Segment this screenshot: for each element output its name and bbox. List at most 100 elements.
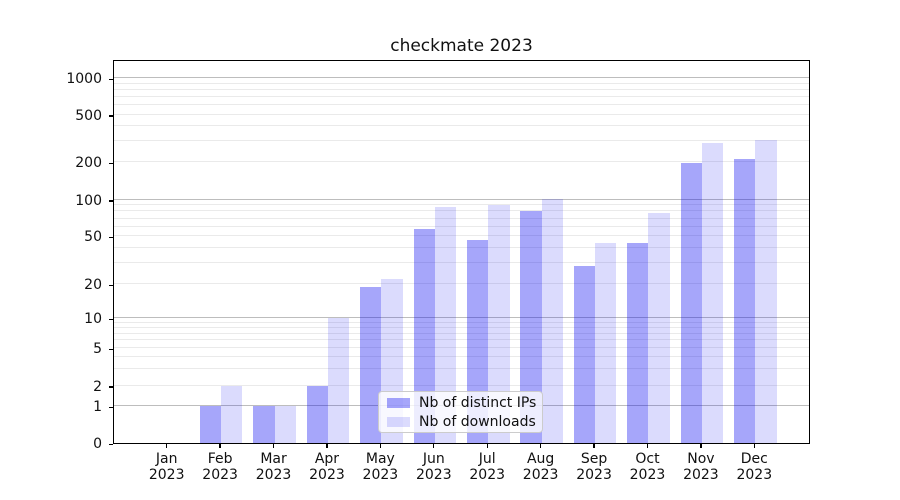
gridline-minor — [114, 125, 809, 127]
bar-downloads-aug — [541, 199, 563, 443]
gridline-minor — [114, 326, 809, 328]
gridline-major — [114, 77, 809, 79]
y-tick-label: 10 — [84, 311, 102, 327]
bar-downloads-nov — [701, 142, 724, 443]
y-tick-label: 1000 — [66, 71, 102, 88]
gridline-minor — [114, 82, 809, 84]
gridline-major — [114, 198, 809, 200]
y-tick-label: 100 — [75, 192, 102, 209]
y-tick-mark — [109, 162, 113, 165]
y-tick-label: 1 — [93, 399, 102, 416]
x-tick-label: Feb 2023 — [202, 451, 238, 483]
legend-row: Nb of distinct IPs — [387, 394, 537, 411]
gridline-minor — [114, 96, 809, 98]
x-tick-label: Mar 2023 — [255, 451, 292, 483]
y-tick-label: 5 — [93, 341, 102, 358]
gridline-minor — [114, 225, 809, 227]
gridline-minor — [114, 210, 809, 212]
x-tick-mark — [326, 444, 328, 448]
gridline-minor — [114, 356, 809, 358]
gridline-minor — [114, 246, 809, 248]
y-tick-mark — [109, 386, 113, 388]
gridline-minor — [114, 161, 809, 163]
bar-downloads-jun — [434, 207, 457, 443]
y-tick-mark — [109, 236, 113, 239]
plot-area — [113, 60, 810, 444]
y-tick-label: 200 — [75, 155, 102, 172]
bar-downloads-sep — [595, 242, 617, 443]
y-tick-mark — [109, 200, 113, 202]
y-tick-mark — [109, 115, 113, 117]
gridline-minor — [114, 368, 809, 370]
gridline-minor — [114, 140, 809, 142]
y-tick-label: 20 — [84, 277, 102, 293]
x-tick-label: Jan 2023 — [148, 451, 185, 483]
x-tick-label: Sep 2023 — [576, 451, 612, 483]
legend-label: Nb of downloads — [419, 413, 536, 430]
y-tick-label: 500 — [75, 107, 102, 124]
bar-distinct-ips-may — [360, 286, 382, 443]
gridline-minor — [114, 204, 809, 206]
bar-distinct-ips-mar — [253, 406, 275, 443]
x-tick-mark — [219, 444, 221, 448]
bar-downloads-apr — [327, 318, 350, 443]
x-tick-label: Apr 2023 — [309, 451, 345, 483]
x-tick-mark — [646, 444, 649, 448]
bar-downloads-dec — [755, 139, 777, 443]
legend-swatch-downloads — [387, 416, 410, 427]
y-tick-mark — [109, 318, 113, 320]
y-tick-label: 2 — [93, 378, 102, 395]
bar-distinct-ips-feb — [199, 406, 222, 443]
bar-distinct-ips-aug — [520, 211, 542, 443]
bar-distinct-ips-apr — [306, 385, 328, 443]
x-tick-label: Jul 2023 — [469, 451, 506, 483]
gridline-minor — [114, 339, 809, 341]
bar-distinct-ips-dec — [734, 158, 756, 443]
bar-downloads-oct — [648, 212, 670, 443]
bar-distinct-ips-sep — [573, 266, 596, 443]
y-tick-mark — [109, 284, 113, 286]
x-tick-label: Oct 2023 — [629, 451, 666, 483]
legend-label: Nb of distinct IPs — [419, 394, 537, 411]
gridline-minor — [114, 347, 809, 349]
legend: Nb of distinct IPs Nb of downloads — [378, 391, 543, 433]
gridline-minor — [114, 104, 809, 106]
legend-swatch-distinct-ips — [387, 397, 410, 408]
gridline-minor — [114, 235, 809, 237]
x-tick-label: Aug 2023 — [522, 451, 559, 483]
x-tick-mark — [753, 444, 755, 448]
x-tick-mark — [593, 444, 595, 448]
chart-title: checkmate 2023 — [390, 36, 533, 56]
x-tick-mark — [272, 444, 275, 448]
bar-downloads-mar — [274, 406, 296, 443]
gridline-minor — [114, 261, 809, 263]
y-tick-label: 50 — [84, 229, 102, 246]
y-tick-label: 0 — [93, 436, 102, 452]
bar-distinct-ips-jun — [413, 229, 435, 443]
x-tick-mark — [486, 444, 488, 448]
bar-distinct-ips-oct — [627, 242, 649, 443]
bar-downloads-feb — [221, 385, 243, 443]
gridline-minor — [114, 321, 809, 323]
gridline-minor — [114, 113, 809, 115]
gridline-major — [114, 317, 809, 318]
x-tick-label: Nov 2023 — [683, 451, 719, 483]
x-tick-mark — [379, 444, 382, 448]
x-tick-label: May 2023 — [362, 451, 399, 483]
gridline-minor — [114, 384, 809, 386]
y-tick-mark — [109, 78, 113, 81]
legend-row: Nb of downloads — [387, 413, 536, 430]
bar-distinct-ips-nov — [680, 163, 702, 443]
x-tick-label: Jun 2023 — [415, 451, 452, 483]
bar-downloads-jul — [488, 204, 510, 443]
gridline-minor — [114, 217, 809, 219]
gridline-minor — [114, 332, 809, 334]
x-tick-mark — [539, 444, 542, 448]
y-tick-mark — [109, 406, 113, 409]
x-tick-mark — [700, 444, 702, 448]
x-tick-label: Dec 2023 — [736, 451, 773, 483]
y-tick-mark — [109, 443, 113, 445]
x-tick-mark — [433, 444, 435, 448]
gridline-minor — [114, 283, 809, 284]
